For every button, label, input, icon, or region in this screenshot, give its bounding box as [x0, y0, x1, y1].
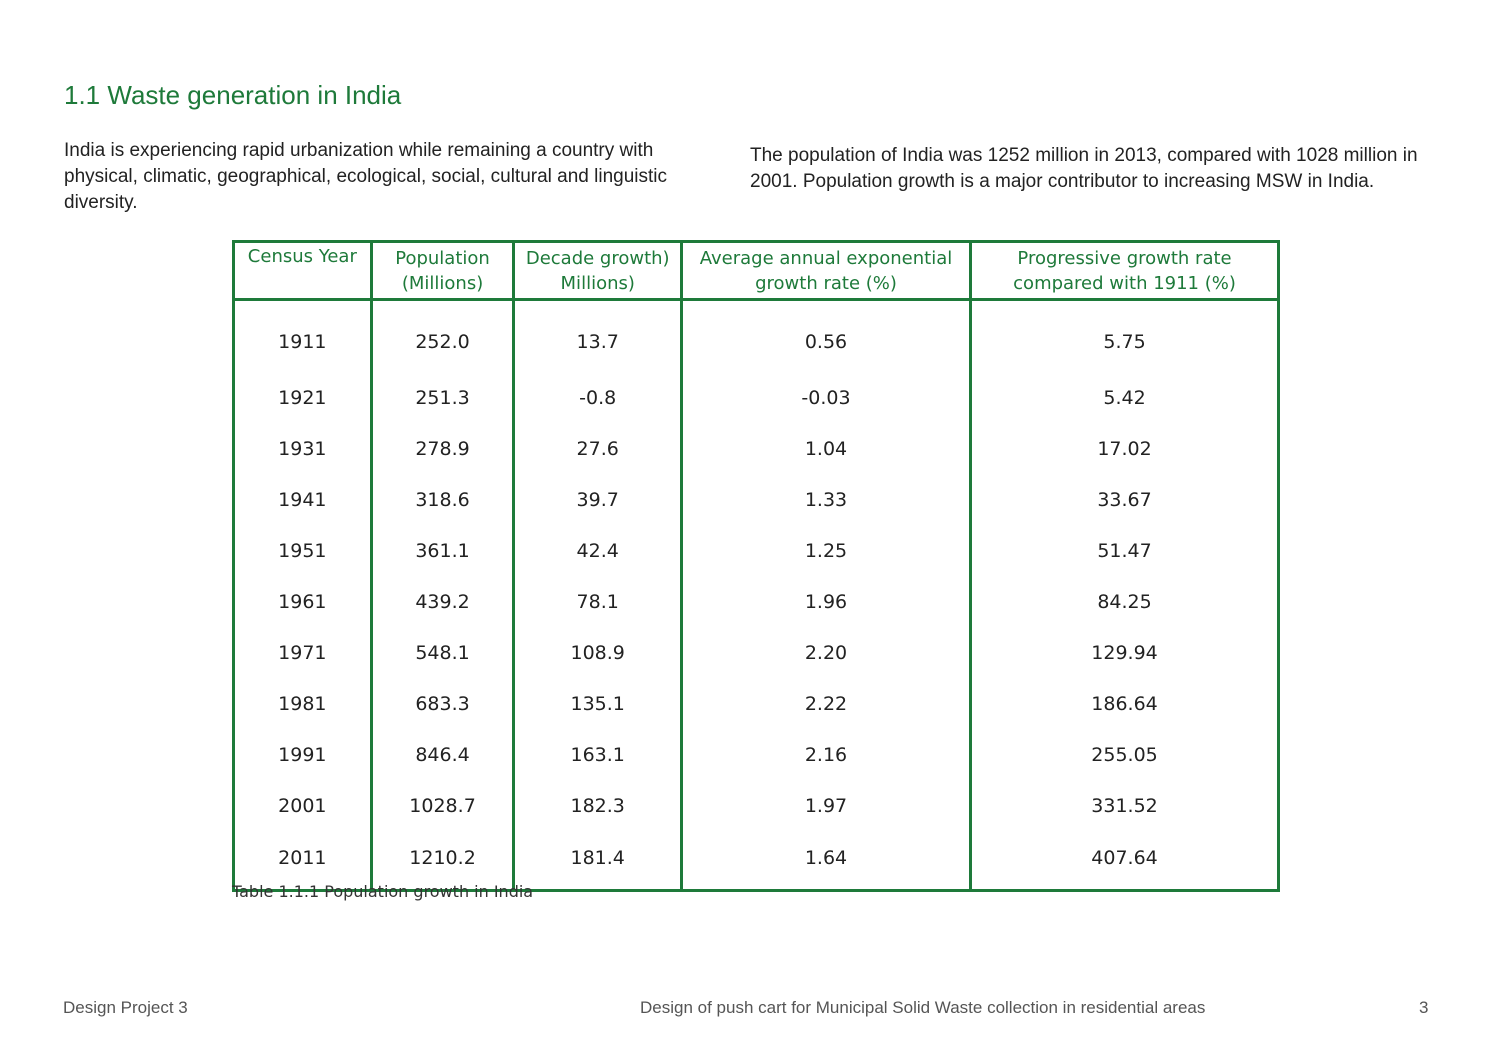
table-cell: 331.52 — [969, 780, 1280, 831]
table-cell: 1951 — [232, 525, 373, 576]
table-cell: 1961 — [232, 576, 373, 627]
table-cell: 439.2 — [369, 576, 516, 627]
header-line: Progressive growth rate — [1017, 247, 1232, 269]
table-caption: Table 1.1.1 Population growth in India — [232, 882, 534, 901]
table-cell: 2.20 — [679, 627, 973, 678]
table-cell: 1.96 — [679, 576, 973, 627]
header-line: growth rate (%) — [755, 272, 897, 294]
table-cell: 1.04 — [679, 423, 973, 474]
header-line: Millions) — [560, 272, 635, 294]
table-cell: 2.22 — [679, 678, 973, 729]
table-cell: 1971 — [232, 627, 373, 678]
table-cell: 33.67 — [969, 474, 1280, 525]
table-cell: 182.3 — [512, 780, 683, 831]
table-cell: 78.1 — [512, 576, 683, 627]
table-cell: 129.94 — [969, 627, 1280, 678]
table-cell: 1931 — [232, 423, 373, 474]
table-cell: 251.3 — [369, 372, 516, 423]
footer-document-title: Design of push cart for Municipal Solid … — [640, 998, 1206, 1017]
table-row: 1971 548.1 108.9 2.20 129.94 — [232, 627, 1280, 678]
table-row: 1991 846.4 163.1 2.16 255.05 — [232, 729, 1280, 780]
table-cell: 27.6 — [512, 423, 683, 474]
section-title: 1.1 Waste generation in India — [64, 80, 402, 110]
footer-page-number: 3 — [1419, 998, 1429, 1017]
population-table: Census Year Population (Millions) Decade… — [232, 240, 1280, 892]
table-cell: 2011 — [232, 831, 373, 891]
table-row: 1951 361.1 42.4 1.25 51.47 — [232, 525, 1280, 576]
header-decade-growth: Decade growth) Millions) — [512, 240, 683, 301]
table-cell: 2001 — [232, 780, 373, 831]
header-progressive-growth-rate: Progressive growth rate compared with 19… — [969, 240, 1280, 301]
table-cell: 1.33 — [679, 474, 973, 525]
table-cell: 5.75 — [969, 299, 1280, 372]
table-cell: 13.7 — [512, 299, 683, 372]
header-line: Average annual exponential — [699, 247, 953, 269]
table-cell: 1.97 — [679, 780, 973, 831]
table-row: 1941 318.6 39.7 1.33 33.67 — [232, 474, 1280, 525]
table-row: 1911 252.0 13.7 0.56 5.75 — [232, 299, 1280, 372]
table-cell: 0.56 — [679, 299, 973, 372]
table-cell: 1981 — [232, 678, 373, 729]
header-annual-growth-rate: Average annual exponential growth rate (… — [679, 240, 973, 301]
table-cell: 1921 — [232, 372, 373, 423]
table-cell: 318.6 — [369, 474, 516, 525]
table-row: 1981 683.3 135.1 2.22 186.64 — [232, 678, 1280, 729]
header-line: (Millions) — [401, 272, 484, 294]
table-cell: 5.42 — [969, 372, 1280, 423]
table-row: 1921 251.3 -0.8 -0.03 5.42 — [232, 372, 1280, 423]
table-cell: 1911 — [232, 299, 373, 372]
table-cell: 186.64 — [969, 678, 1280, 729]
table-cell: 548.1 — [369, 627, 516, 678]
table-cell: -0.8 — [512, 372, 683, 423]
header-line: Decade growth) — [525, 247, 670, 269]
table-cell: 361.1 — [369, 525, 516, 576]
table-cell: 278.9 — [369, 423, 516, 474]
table-cell: 42.4 — [512, 525, 683, 576]
table-cell: 683.3 — [369, 678, 516, 729]
table-cell: 17.02 — [969, 423, 1280, 474]
table-row: 2011 1210.2 181.4 1.64 407.64 — [232, 831, 1280, 891]
table-cell: 1941 — [232, 474, 373, 525]
table-cell: 163.1 — [512, 729, 683, 780]
table-cell: 2.16 — [679, 729, 973, 780]
table-cell: 84.25 — [969, 576, 1280, 627]
header-line: compared with 1911 (%) — [1013, 272, 1236, 294]
table-cell: 108.9 — [512, 627, 683, 678]
table-cell: 181.4 — [512, 831, 683, 891]
table-cell: 1210.2 — [369, 831, 516, 891]
population-paragraph: The population of India was 1252 million… — [750, 145, 1418, 192]
table-header-row: Census Year Population (Millions) Decade… — [232, 240, 1280, 301]
table-cell: 1.25 — [679, 525, 973, 576]
table-cell: 846.4 — [369, 729, 516, 780]
table-cell: 407.64 — [969, 831, 1280, 891]
table-cell: 252.0 — [369, 299, 516, 372]
table-cell: 1.64 — [679, 831, 973, 891]
table-row: 2001 1028.7 182.3 1.97 331.52 — [232, 780, 1280, 831]
header-population: Population (Millions) — [369, 240, 516, 301]
table-row: 1931 278.9 27.6 1.04 17.02 — [232, 423, 1280, 474]
table-cell: 1991 — [232, 729, 373, 780]
table-body: 1911 252.0 13.7 0.56 5.75 1921 251.3 -0.8 -0.03 5… — [232, 299, 1280, 891]
table-row: 1961 439.2 78.1 1.96 84.25 — [232, 576, 1280, 627]
table-cell: -0.03 — [679, 372, 973, 423]
header-line: Census Year — [247, 246, 357, 267]
table-cell: 255.05 — [969, 729, 1280, 780]
table-cell: 51.47 — [969, 525, 1280, 576]
header-census-year: Census Year — [232, 240, 373, 301]
footer-project-name: Design Project 3 — [63, 998, 188, 1017]
table-cell: 1028.7 — [369, 780, 516, 831]
intro-paragraph: India is experiencing rapid urbanization… — [64, 140, 668, 213]
table-cell: 135.1 — [512, 678, 683, 729]
header-line: Population — [395, 247, 490, 269]
table-cell: 39.7 — [512, 474, 683, 525]
